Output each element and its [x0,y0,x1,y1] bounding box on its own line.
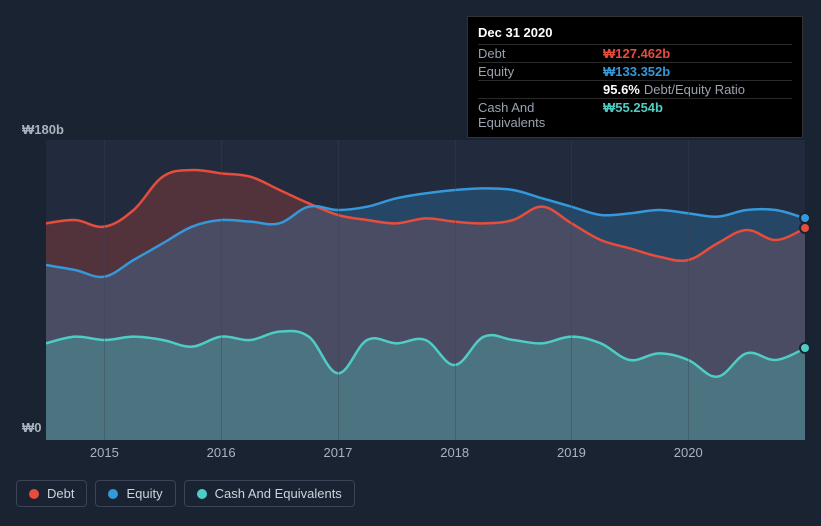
chart-svg [46,140,805,440]
legend-label: Debt [47,486,74,501]
tooltip-label [478,82,603,97]
chart-tooltip: Dec 31 2020 Debt₩127.462bEquity₩133.352b… [467,16,803,138]
gridline-vertical [688,140,689,440]
tooltip-row: 95.6% Debt/Equity Ratio [478,80,792,98]
tooltip-row: Cash And Equivalents₩55.254b [478,98,792,131]
legend-dot-icon [197,489,207,499]
x-axis-label: 2019 [557,445,586,460]
gridline-vertical [455,140,456,440]
chart: ₩180b ₩0 2015 2016 2017 2018 2019 2020 [16,120,805,480]
legend-item[interactable]: Debt [16,480,87,507]
legend-dot-icon [29,489,39,499]
gridline-vertical [104,140,105,440]
legend-dot-icon [108,489,118,499]
tooltip-value: ₩133.352b [603,64,670,79]
tooltip-row: Equity₩133.352b [478,62,792,80]
tooltip-rows: Debt₩127.462bEquity₩133.352b95.6%Debt/Eq… [478,44,792,131]
series-end-marker [799,342,811,354]
gridline-vertical [571,140,572,440]
x-axis-label: 2017 [323,445,352,460]
legend-item[interactable]: Equity [95,480,175,507]
tooltip-label: Cash And Equivalents [478,100,603,130]
gridline-vertical [338,140,339,440]
gridline-vertical [221,140,222,440]
tooltip-label: Debt [478,46,603,61]
tooltip-value: 95.6% [603,82,640,97]
y-axis-min: ₩0 [22,420,42,435]
legend-item[interactable]: Cash And Equivalents [184,480,355,507]
tooltip-value: ₩55.254b [603,100,663,130]
legend-label: Equity [126,486,162,501]
plot-area[interactable] [46,140,805,440]
tooltip-row: Debt₩127.462b [478,44,792,62]
x-axis-label: 2016 [207,445,236,460]
y-axis-max: ₩180b [22,122,64,137]
tooltip-label: Equity [478,64,603,79]
x-axis-label: 2015 [90,445,119,460]
x-axis-label: 2018 [440,445,469,460]
chart-legend: Debt Equity Cash And Equivalents [16,480,355,507]
x-axis-label: 2020 [674,445,703,460]
tooltip-date: Dec 31 2020 [478,23,792,44]
tooltip-value: ₩127.462b [603,46,670,61]
tooltip-extra: Debt/Equity Ratio [644,82,745,97]
legend-label: Cash And Equivalents [215,486,342,501]
series-end-marker [799,222,811,234]
